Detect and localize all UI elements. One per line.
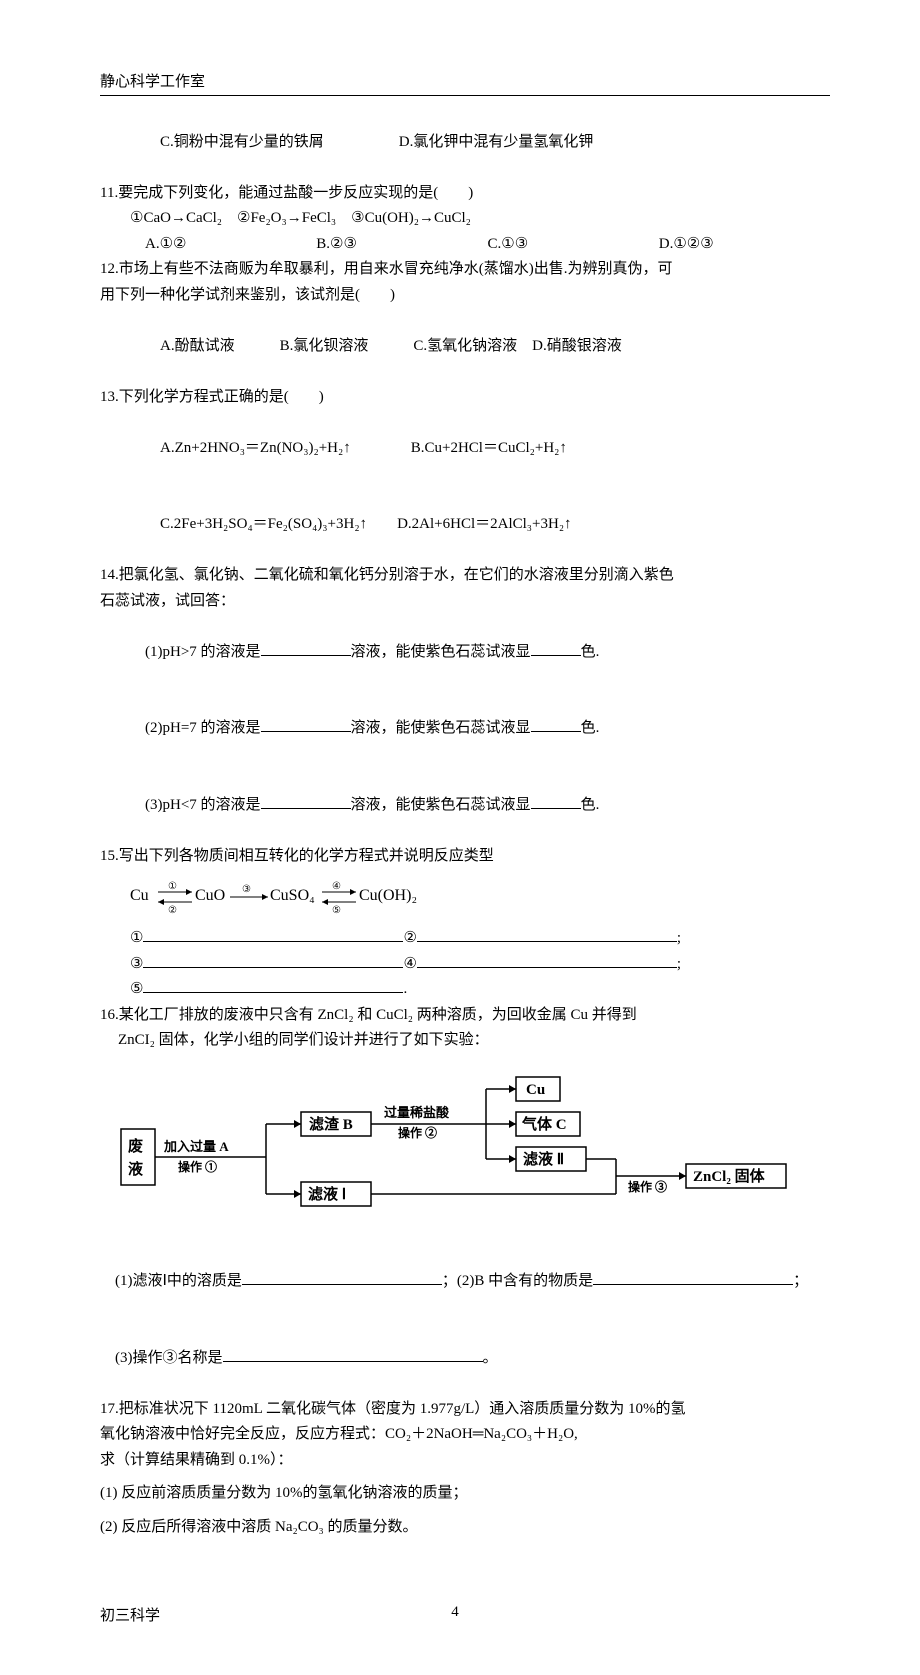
q12-stem1: 12.市场上有些不法商贩为牟取暴利，用自来水冒充纯净水(蒸馏水)出售.为辨别真伪… [100,257,830,283]
blank [417,952,677,968]
q16-p3b: 。 [483,1350,498,1366]
q15-line3: ⑤. [100,977,830,1003]
q16-stem2: ZnCI₂ 固体，化学小组的同学们设计并进行了如下实验： [100,1028,830,1054]
q17-p1: (1) 反应前溶质质量分数为 10%的氢氧化钠溶液的质量； [100,1481,830,1507]
svg-text:②: ② [168,905,177,915]
svg-text:操作 ②: 操作 ② [398,1125,437,1140]
page-header: 静心科学工作室 [100,70,830,96]
q13-opt-a: A.Zn+2HNO₃＝Zn(NO₃)₂+H₂↑ [160,440,351,456]
q16-p3: (3)操作③名称是 。 [100,1320,830,1397]
svg-text:⑤: ⑤ [332,905,341,915]
svg-text:①: ① [168,881,177,892]
q14-p1: (1)pH>7 的溶液是 溶液，能使紫色石蕊试液显 色. [100,614,830,691]
svg-text:滤液 Ⅱ: 滤液 Ⅱ [523,1150,564,1168]
q11-opt-d: D.①②③ [659,232,830,258]
blank [531,716,581,732]
q14-p2b: 溶液，能使紫色石蕊试液显 [351,720,531,736]
q14-p2c: 色. [581,720,600,736]
blank [242,1269,442,1285]
q16-stem1: 16.某化工厂排放的废液中只含有 ZnCl₂ 和 CuCl₂ 两种溶质，为回收金… [100,1003,830,1029]
q16-p1: (1)滤液Ⅰ中的溶质是 ；(2)B 中含有的物质是 ； [100,1244,830,1321]
q13-stem: 13.下列化学方程式正确的是( ) [100,385,830,411]
q12-opt-d: D.硝酸银溶液 [532,338,622,354]
blank [143,952,403,968]
q12-opt-a: A.酚酞试液 [160,338,235,354]
svg-text:CuO: CuO [195,887,225,904]
svg-text:加入过量 A: 加入过量 A [163,1139,229,1154]
q16-p1c: ； [793,1273,808,1289]
q16-p1b: ；(2)B 中含有的物质是 [442,1273,593,1289]
svg-text:废: 废 [128,1137,143,1155]
svg-text:③: ③ [242,884,251,895]
q13-opt-c: C.2Fe+3H₂SO₄＝Fe₂(SO₄)₃+3H₂↑ [160,516,367,532]
svg-text:Cu(OH)₂: Cu(OH)₂ [359,887,417,904]
q11-options: A.①② B.②③ C.①③ D.①②③ [100,232,830,258]
q14-stem1: 14.把氯化氢、氯化钠、二氧化硫和氧化钙分别溶于水，在它们的水溶液里分别滴入紫色 [100,563,830,589]
q13-opt-b: B.Cu+2HCl＝CuCl₂+H₂↑ [411,440,567,456]
blank [223,1346,483,1362]
q10-opt-c: C.铜粉中混有少量的铁屑 [160,134,324,150]
blank [593,1269,793,1285]
svg-text:操作 ①: 操作 ① [178,1159,217,1174]
q14-p3b: 溶液，能使紫色石蕊试液显 [351,797,531,813]
q13-row2: C.2Fe+3H₂SO₄＝Fe₂(SO₄)₃+3H₂↑ D.2Al+6HCl＝2… [100,487,830,564]
q17-stem3: 求（计算结果精确到 0.1%）： [100,1448,830,1474]
q14-p3a: (3)pH<7 的溶液是 [145,797,261,813]
q14-p1a: (1)pH>7 的溶液是 [145,644,261,660]
q11-opt-b: B.②③ [316,232,487,258]
blank [417,926,677,942]
svg-text:Cu: Cu [526,1082,545,1098]
q17-p2: (2) 反应后所得溶液中溶质 Na₂CO₃ 的质量分数。 [100,1515,830,1541]
q14-p3c: 色. [581,797,600,813]
q15-line1: ①②; [100,926,830,952]
svg-text:滤液 Ⅰ: 滤液 Ⅰ [308,1185,346,1203]
blank [531,793,581,809]
q12-opt-b: B.氯化钡溶液 [280,338,369,354]
q17-stem2: 氧化钠溶液中恰好完全反应，反应方程式：CO₂＋2NaOH═Na₂CO₃＋H₂O, [100,1422,830,1448]
q16-p1a: (1)滤液Ⅰ中的溶质是 [115,1273,242,1289]
svg-text:液: 液 [128,1160,144,1178]
q14-p2a: (2)pH=7 的溶液是 [145,720,261,736]
q14-p1b: 溶液，能使紫色石蕊试液显 [351,644,531,660]
q14-p1c: 色. [581,644,600,660]
q15-line2: ③④; [100,952,830,978]
q12-opt-c: C.氢氧化钠溶液 [413,338,517,354]
q15-scheme: Cu ① ② CuO ③ CuSO₄ ④ ⑤ Cu(OH)₂ [130,875,830,920]
q16-p3a: (3)操作③名称是 [115,1350,223,1366]
q12-options: A.酚酞试液 B.氯化钡溶液 C.氢氧化钠溶液 D.硝酸银溶液 [100,308,830,385]
q11-subs: ①CaO→CaCl₂ ②Fe₂O₃→FeCl₃ ③Cu(OH)₂→CuCl₂ [100,206,830,232]
svg-text:气体 C: 气体 C [521,1115,567,1133]
q17-stem1: 17.把标准状况下 1120mL 二氧化碳气体（密度为 1.977g/L）通入溶… [100,1397,830,1423]
svg-text:④: ④ [332,881,341,892]
svg-text:操作 ③: 操作 ③ [628,1179,667,1194]
q11-stem: 11.要完成下列变化，能通过盐酸一步反应实现的是( ) [100,181,830,207]
svg-text:CuSO₄: CuSO₄ [270,887,315,904]
svg-text:滤渣 B: 滤渣 B [309,1115,353,1133]
blank [143,926,403,942]
svg-text:Cu: Cu [130,887,149,904]
blank [261,793,351,809]
blank [143,977,403,993]
q12-stem2: 用下列一种化学试剂来鉴别，该试剂是( ) [100,283,830,309]
q13-row1: A.Zn+2HNO₃＝Zn(NO₃)₂+H₂↑ B.Cu+2HCl＝CuCl₂+… [100,410,830,487]
q13-opt-d: D.2Al+6HCl＝2AlCl₃+3H₂↑ [397,516,571,532]
q11-opt-c: C.①③ [488,232,659,258]
q15-stem: 15.写出下列各物质间相互转化的化学方程式并说明反应类型 [100,844,830,870]
q14-p3: (3)pH<7 的溶液是 溶液，能使紫色石蕊试液显 色. [100,767,830,844]
svg-text:ZnCl₂ 固体: ZnCl₂ 固体 [693,1167,766,1185]
q11-opt-a: A.①② [145,232,316,258]
q14-stem2: 石蕊试液，试回答： [100,589,830,615]
q14-p2: (2)pH=7 的溶液是 溶液，能使紫色石蕊试液显 色. [100,691,830,768]
footer-page-number: 4 [80,1604,830,1625]
page-footer: 初三科学 4 [100,1600,830,1625]
svg-text:过量稀盐酸: 过量稀盐酸 [384,1105,450,1120]
q10-opt-d: D.氯化钾中混有少量氢氧化钾 [399,134,594,150]
q16-diagram: 废 液 加入过量 A 操作 ① 滤渣 B 滤液 Ⅰ 过量稀盐酸 操作 ② [116,1074,830,1224]
blank [261,716,351,732]
blank [261,640,351,656]
blank [531,640,581,656]
q10-options-cd: C.铜粉中混有少量的铁屑 D.氯化钾中混有少量氢氧化钾 [100,104,830,181]
